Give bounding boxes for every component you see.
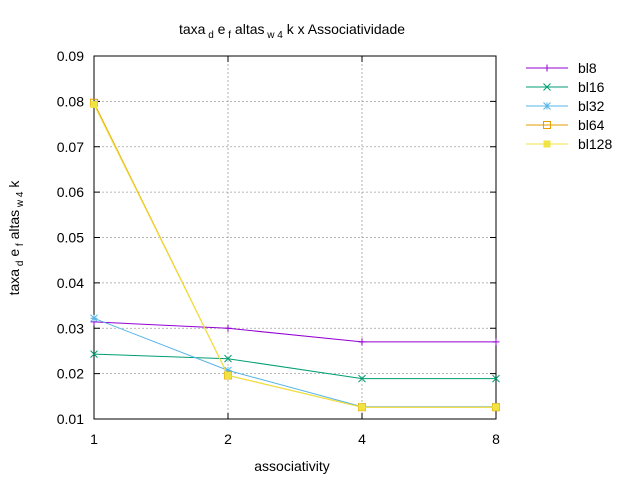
grid-lines <box>94 56 496 419</box>
data-point <box>492 338 500 346</box>
series-line <box>93 102 496 408</box>
legend-label: bl128 <box>578 136 612 152</box>
legend-marker <box>543 121 551 129</box>
x-tick-label: 8 <box>492 431 500 447</box>
plot-area-frame <box>93 55 497 420</box>
x-tick-label: 4 <box>358 431 366 447</box>
y-tick-label: 0.06 <box>57 184 84 200</box>
series-line <box>93 317 496 408</box>
x-tick-label: 2 <box>224 431 232 447</box>
y-tick-label: 0.01 <box>57 411 84 427</box>
x-tick-label: 1 <box>90 431 98 447</box>
legend-label: bl64 <box>578 117 605 133</box>
legend-marker <box>543 102 551 110</box>
legend-label: bl32 <box>578 98 605 114</box>
y-tick-label: 0.04 <box>57 275 84 291</box>
y-tick-label: 0.02 <box>57 366 84 382</box>
series-line <box>93 353 496 380</box>
legend-entry: bl64 <box>526 117 605 133</box>
axis-ticks: 0.01 0.02 0.03 0.04 0.05 0.06 0.07 0.08 0.09 1 2 4 8 <box>57 48 500 447</box>
legend-entry: bl16 <box>526 79 605 95</box>
series-line <box>93 104 496 408</box>
series-line <box>93 321 496 343</box>
series-bl128 <box>90 101 500 411</box>
y-tick-label: 0.08 <box>57 93 84 109</box>
legend-marker <box>543 83 551 91</box>
chart-title: taxa d e f altas w 4 k x Associatividade <box>179 21 405 41</box>
x-axis-label: associativity <box>254 458 329 474</box>
data-point <box>224 354 232 363</box>
y-tick-label: 0.07 <box>57 139 84 155</box>
y-axis-label: taxa d e f altas w 4 k <box>6 180 26 296</box>
data-point <box>224 371 232 379</box>
legend-entry: bl128 <box>526 136 612 152</box>
legend-label: bl16 <box>578 79 605 95</box>
data-point <box>90 314 98 323</box>
series-bl32 <box>90 314 500 411</box>
legend-entry: bl32 <box>526 98 605 114</box>
y-tick-label: 0.05 <box>57 230 84 246</box>
legend: bl8 bl16 bl32 bl64 bl128 <box>526 60 612 152</box>
legend-label: bl8 <box>578 60 597 76</box>
legend-marker <box>543 64 551 72</box>
y-tick-label: 0.03 <box>57 320 84 336</box>
data-point <box>358 403 366 411</box>
data-point <box>358 338 366 346</box>
data-point <box>90 350 98 358</box>
data-point <box>224 324 232 332</box>
data-point <box>224 366 232 375</box>
data-point <box>90 101 98 109</box>
legend-entry: bl8 <box>526 60 597 76</box>
data-point <box>492 403 500 411</box>
series-bl64 <box>90 98 500 412</box>
series-bl16 <box>90 350 500 383</box>
legend-marker <box>543 140 551 148</box>
y-tick-label: 0.09 <box>57 48 84 64</box>
data-point <box>358 374 366 383</box>
data-point <box>492 374 500 383</box>
series-layer <box>90 98 500 412</box>
